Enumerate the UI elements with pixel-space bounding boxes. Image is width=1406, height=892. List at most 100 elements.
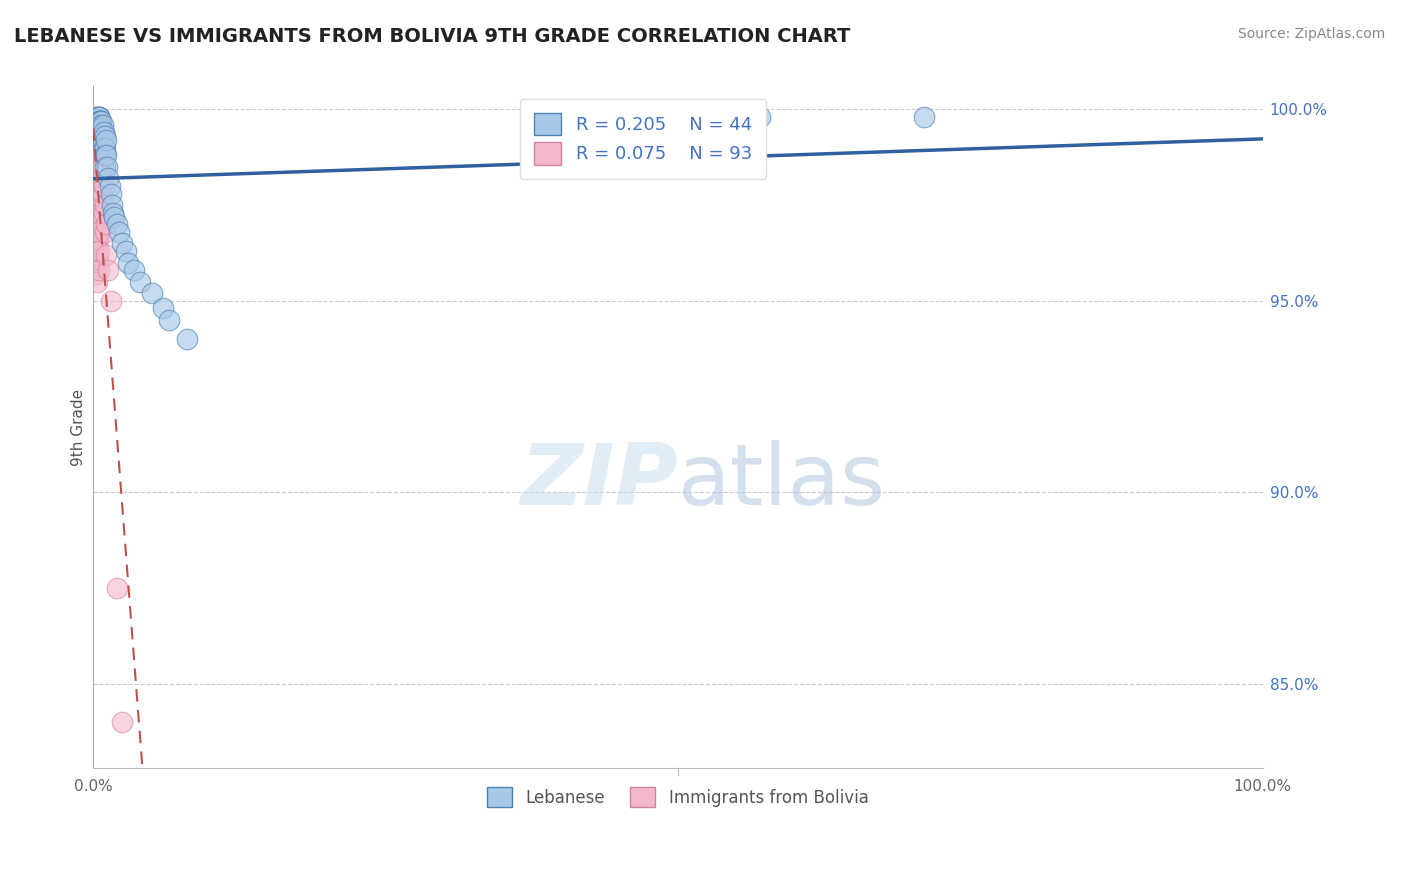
Point [94, 198, 117, 212]
Point [84, 171, 107, 186]
Point [84, 148, 107, 162]
Point [91, 129, 114, 144]
Point [87, 163, 110, 178]
Point [94, 225, 117, 239]
Point [86, 213, 108, 227]
Point [93, 125, 115, 139]
Legend: Lebanese, Immigrants from Bolivia: Lebanese, Immigrants from Bolivia [481, 780, 876, 814]
Point [111, 714, 134, 729]
Point [86, 190, 108, 204]
Point [98, 178, 121, 193]
Point [89, 183, 111, 197]
Point [83, 183, 105, 197]
Point [89, 113, 111, 128]
Point [96, 160, 118, 174]
Point [83, 163, 105, 178]
Point [93, 178, 115, 193]
Point [94, 148, 117, 162]
Point [84, 267, 107, 281]
Point [83, 113, 105, 128]
Point [101, 205, 124, 219]
Point [87, 252, 110, 266]
Point [84, 221, 107, 235]
Y-axis label: 9th Grade: 9th Grade [72, 389, 86, 466]
Point [105, 581, 128, 595]
Point [97, 171, 120, 186]
Point [87, 118, 110, 132]
Point [84, 118, 107, 132]
Point [83, 171, 105, 186]
Point [94, 133, 117, 147]
Point [87, 175, 110, 189]
Point [84, 210, 107, 224]
Point [83, 129, 105, 144]
Text: LEBANESE VS IMMIGRANTS FROM BOLIVIA 9TH GRADE CORRELATION CHART: LEBANESE VS IMMIGRANTS FROM BOLIVIA 9TH … [14, 27, 851, 45]
Point [84, 190, 107, 204]
Point [83, 133, 105, 147]
Point [89, 118, 111, 132]
Point [111, 236, 134, 251]
Point [86, 275, 108, 289]
Point [86, 260, 108, 274]
Point [87, 152, 110, 166]
Point [87, 110, 110, 124]
Point [87, 113, 110, 128]
Point [100, 293, 122, 308]
Point [84, 163, 107, 178]
Point [89, 113, 111, 128]
Point [87, 194, 110, 209]
Point [86, 168, 108, 182]
Point [87, 178, 110, 193]
Point [87, 202, 110, 216]
Point [94, 248, 117, 262]
Point [100, 186, 122, 201]
Point [84, 183, 107, 197]
Point [94, 129, 117, 144]
Point [90, 121, 112, 136]
Point [83, 121, 105, 136]
Point [83, 110, 105, 124]
Point [87, 110, 110, 124]
Point [90, 118, 112, 132]
Point [83, 148, 105, 162]
Point [93, 205, 115, 219]
Point [83, 190, 105, 204]
Point [86, 110, 108, 124]
Text: ZIP: ZIP [520, 440, 678, 524]
Point [87, 263, 110, 277]
Point [86, 244, 108, 258]
Point [87, 225, 110, 239]
Point [83, 156, 105, 170]
Point [97, 263, 120, 277]
Point [89, 141, 111, 155]
Point [115, 244, 138, 258]
Point [83, 141, 105, 155]
Point [84, 113, 107, 128]
Point [117, 255, 139, 269]
Point [86, 113, 108, 128]
Point [94, 141, 117, 155]
Point [86, 129, 108, 144]
Point [87, 110, 110, 124]
Point [87, 152, 110, 166]
Point [83, 210, 105, 224]
Point [176, 332, 198, 346]
Text: atlas: atlas [678, 440, 886, 524]
Point [141, 286, 163, 301]
Point [87, 110, 110, 124]
Point [84, 110, 107, 124]
Point [91, 118, 114, 132]
Point [84, 133, 107, 147]
Point [90, 163, 112, 178]
Point [83, 118, 105, 132]
Point [157, 313, 180, 327]
Point [86, 178, 108, 193]
Point [86, 136, 108, 151]
Point [87, 129, 110, 144]
Point [105, 217, 128, 231]
Point [84, 198, 107, 212]
Point [87, 121, 110, 136]
Point [87, 210, 110, 224]
Point [912, 110, 935, 124]
Text: Source: ZipAtlas.com: Source: ZipAtlas.com [1237, 27, 1385, 41]
